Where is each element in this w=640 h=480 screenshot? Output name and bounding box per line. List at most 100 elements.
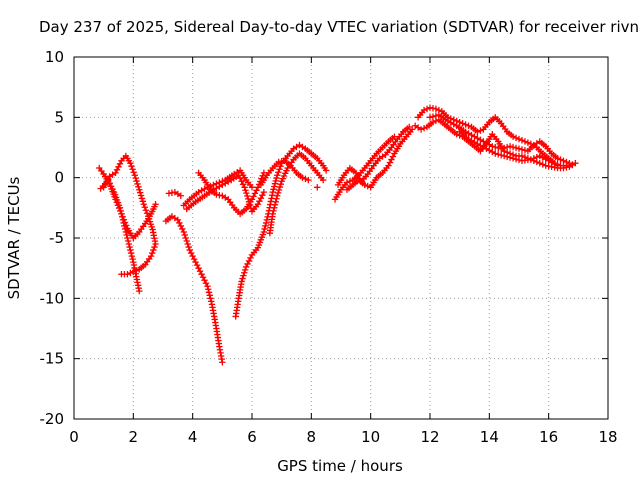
data-point xyxy=(205,289,213,296)
data-point xyxy=(136,186,143,193)
data-point xyxy=(271,201,279,209)
data-point xyxy=(492,150,499,157)
series-track-16 xyxy=(414,104,576,169)
data-point xyxy=(432,112,440,119)
data-point xyxy=(420,106,428,114)
data-point xyxy=(261,225,268,233)
data-point xyxy=(500,144,508,152)
data-point xyxy=(131,172,139,179)
data-point xyxy=(273,174,280,182)
data-point xyxy=(116,204,124,212)
data-layer xyxy=(96,104,579,366)
data-point xyxy=(277,163,284,170)
series-track-7 xyxy=(183,172,268,215)
data-point xyxy=(126,243,133,251)
data-point xyxy=(420,124,428,132)
chart-title: Day 237 of 2025, Sidereal Day-to-day VTE… xyxy=(39,18,639,36)
series-track-12 xyxy=(314,184,321,191)
data-point xyxy=(177,192,184,199)
data-point xyxy=(262,222,269,230)
data-point xyxy=(142,207,150,214)
data-point xyxy=(539,161,546,168)
y-tick-label: -10 xyxy=(40,289,65,307)
data-point xyxy=(247,205,255,212)
data-point xyxy=(506,143,514,150)
data-point xyxy=(136,266,143,273)
data-point xyxy=(140,201,147,208)
data-point xyxy=(204,283,211,290)
data-point xyxy=(364,182,371,190)
data-point xyxy=(238,178,245,185)
data-point xyxy=(130,169,137,176)
data-point xyxy=(456,118,463,126)
data-point xyxy=(182,234,189,242)
data-point xyxy=(207,295,214,302)
data-point xyxy=(554,155,561,162)
data-point xyxy=(208,298,215,305)
data-point xyxy=(149,249,156,257)
x-axis-label: GPS time / hours xyxy=(277,457,403,475)
data-point xyxy=(128,252,136,260)
data-point xyxy=(248,184,256,191)
data-point xyxy=(512,155,520,163)
data-point xyxy=(129,166,136,173)
data-point xyxy=(185,243,192,251)
series-track-9 xyxy=(232,141,330,320)
data-point xyxy=(274,189,282,197)
data-point xyxy=(243,189,250,197)
data-point xyxy=(242,187,249,194)
y-tick-labels: -20 -15 -10 -5 0 5 10 xyxy=(40,48,65,428)
series-track-14 xyxy=(334,123,413,189)
data-point xyxy=(141,204,149,211)
x-tick-label: 4 xyxy=(188,428,198,446)
data-point xyxy=(143,210,151,217)
data-point xyxy=(181,231,188,239)
data-point xyxy=(492,143,499,151)
series-track-4 xyxy=(162,213,226,366)
data-point xyxy=(515,135,523,143)
data-point xyxy=(429,113,437,120)
data-point xyxy=(503,143,511,151)
data-point xyxy=(386,159,394,166)
data-point xyxy=(560,157,567,164)
series-track-5 xyxy=(165,188,184,199)
data-point xyxy=(134,180,141,188)
x-tick-label: 12 xyxy=(420,428,439,446)
data-point xyxy=(239,275,246,282)
data-point xyxy=(269,210,276,218)
data-point xyxy=(184,240,191,248)
data-point xyxy=(128,163,135,170)
data-point xyxy=(276,183,284,191)
data-point xyxy=(104,176,112,184)
data-point xyxy=(474,128,481,136)
data-point xyxy=(512,144,520,152)
data-point xyxy=(195,264,202,272)
data-point xyxy=(563,158,570,166)
data-point xyxy=(138,195,146,202)
data-point xyxy=(136,287,143,295)
data-point xyxy=(305,176,312,184)
data-point xyxy=(202,280,210,287)
data-point xyxy=(320,176,327,184)
x-tick-label: 0 xyxy=(69,428,79,446)
data-point xyxy=(189,252,196,260)
data-point xyxy=(180,228,187,236)
x-tick-label: 14 xyxy=(480,428,499,446)
data-point xyxy=(253,187,260,194)
data-point xyxy=(244,192,251,200)
data-point xyxy=(183,237,190,245)
data-point xyxy=(489,143,496,150)
data-point xyxy=(119,213,126,221)
data-point xyxy=(275,169,282,176)
data-point xyxy=(190,255,198,263)
data-point xyxy=(270,186,277,193)
x-tick-label: 10 xyxy=(361,428,380,446)
x-tick-label: 18 xyxy=(598,428,617,446)
data-point xyxy=(271,183,278,190)
grid-lines xyxy=(74,57,608,419)
data-point xyxy=(133,177,140,185)
data-point xyxy=(206,292,213,299)
axis-ticks xyxy=(73,56,609,420)
data-point xyxy=(219,359,226,366)
